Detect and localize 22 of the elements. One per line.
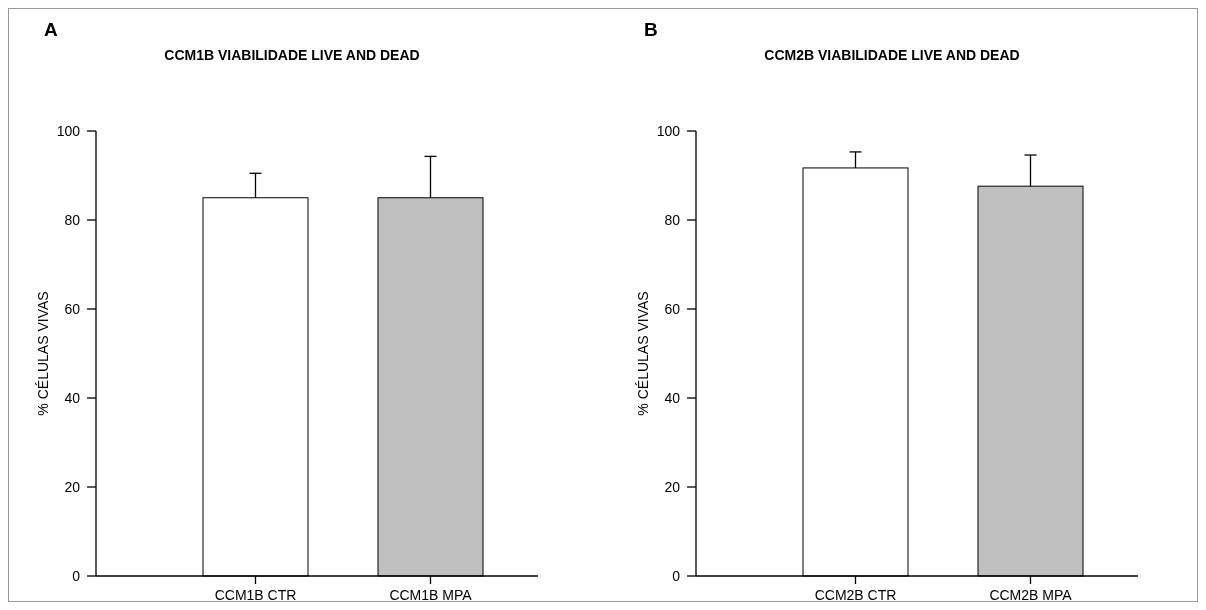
- y-tick-label: 100: [656, 122, 681, 139]
- y-tick-label: 0: [72, 567, 81, 584]
- text: B: [644, 19, 658, 40]
- y-axis-title: % CÉLULAS VIVAS: [635, 291, 651, 416]
- chart-title: CCM1B VIABILIDADE LIVE AND DEAD: [164, 47, 420, 63]
- x-tick-label: CCM1B CTR: [214, 587, 297, 603]
- y-tick-label: 20: [64, 478, 81, 495]
- x-tick-label: CCM2B CTR: [814, 587, 897, 603]
- x-tick-label: CCM2B MPA: [989, 587, 1073, 603]
- y-tick-label: 80: [64, 211, 81, 228]
- y-tick-label: 100: [56, 122, 81, 139]
- x-tick-label: CCM1B MPA: [389, 587, 473, 603]
- text: A: [44, 19, 58, 40]
- y-tick-label: 40: [64, 389, 81, 406]
- y-axis-title: % CÉLULAS VIVAS: [35, 291, 51, 416]
- chart-title: CCM2B VIABILIDADE LIVE AND DEAD: [764, 47, 1020, 63]
- y-tick-label: 80: [664, 211, 681, 228]
- y-tick-label: 60: [64, 300, 81, 317]
- y-tick-label: 0: [672, 567, 681, 584]
- y-tick-label: 40: [664, 389, 681, 406]
- y-tick-label: 20: [664, 478, 681, 495]
- y-tick-label: 60: [664, 300, 681, 317]
